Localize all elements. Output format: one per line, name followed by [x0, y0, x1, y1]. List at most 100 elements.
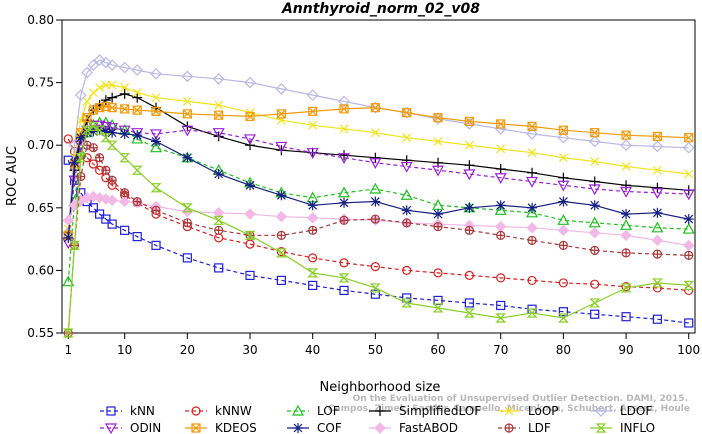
- legend-marker: [191, 423, 201, 433]
- data-point-cof: [213, 168, 224, 179]
- legend-marker: [375, 406, 385, 416]
- data-point-ldof: [275, 83, 288, 95]
- data-point-fastabod: [118, 195, 131, 208]
- series-line-kdeos: [67, 105, 689, 236]
- x-tick-label: 60: [430, 343, 445, 357]
- series-layer: [62, 54, 695, 338]
- legend-marker: [595, 423, 607, 433]
- data-point-cof: [683, 214, 694, 225]
- data-point-knn: [402, 293, 412, 303]
- data-point-kdeos: [558, 125, 568, 135]
- data-point-loop: [496, 144, 506, 154]
- data-point-lof: [651, 221, 664, 233]
- x-tick-label: 1: [64, 343, 72, 357]
- data-point-simplifiedlof: [495, 163, 506, 174]
- data-point-fastabod: [244, 208, 256, 220]
- data-point-kdeos: [308, 106, 318, 116]
- legend-marker: [104, 423, 118, 434]
- data-point-ldf: [95, 153, 105, 163]
- data-point-ldof: [369, 101, 382, 114]
- legend-label: COF: [317, 421, 342, 434]
- data-point-simplifiedlof: [119, 88, 130, 99]
- data-point-odin: [651, 188, 664, 200]
- data-point-loop: [684, 169, 694, 179]
- data-point-kdeos: [339, 104, 349, 114]
- data-point-cof: [401, 205, 412, 216]
- data-point-inflo: [526, 308, 538, 318]
- data-point-fastabod: [557, 224, 570, 237]
- data-point-simplifiedlof: [464, 160, 475, 171]
- series-line-simplifiedlof: [67, 93, 689, 233]
- data-point-ldof: [588, 135, 601, 148]
- data-point-inflo: [119, 153, 131, 163]
- data-point-loop: [101, 80, 111, 90]
- x-tick-label: 40: [305, 343, 320, 357]
- data-point-ldof: [118, 61, 131, 74]
- legend-label: LOF: [317, 404, 340, 418]
- data-point-knn: [95, 209, 105, 219]
- legend-item-odin: ODIN: [100, 421, 161, 434]
- x-tick-label: 70: [493, 343, 508, 357]
- data-point-kdeos: [433, 113, 443, 123]
- data-point-lof: [526, 206, 539, 218]
- data-point-fastabod: [620, 229, 632, 242]
- data-point-simplifiedlof: [621, 180, 632, 191]
- data-point-knn: [245, 270, 255, 281]
- data-point-knn: [339, 285, 349, 296]
- data-point-kdeos: [214, 110, 224, 120]
- data-point-knnw: [496, 273, 506, 283]
- data-point-cof: [370, 196, 381, 207]
- data-point-simplifiedlof: [401, 155, 412, 166]
- data-point-lof: [682, 222, 695, 234]
- legend-item-inflo: INFLO: [590, 421, 655, 434]
- data-point-knn: [276, 275, 286, 286]
- data-point-lof: [338, 186, 351, 198]
- data-point-ldof: [150, 67, 162, 80]
- data-point-inflo: [463, 308, 475, 318]
- x-tick-label: 10: [117, 343, 132, 357]
- legend-item-fastabod: FastABOD: [369, 421, 458, 434]
- data-point-odin: [306, 148, 319, 159]
- data-point-knn: [370, 289, 380, 299]
- series-knn: [63, 155, 694, 328]
- data-point-loop: [182, 96, 192, 106]
- data-point-kdeos: [245, 111, 255, 122]
- data-point-knnw: [63, 134, 73, 144]
- data-point-lof: [494, 204, 507, 215]
- data-point-cof: [339, 197, 350, 208]
- data-point-inflo: [94, 125, 106, 135]
- data-point-knn: [684, 318, 694, 328]
- data-point-kdeos: [82, 113, 92, 123]
- data-point-knn: [120, 225, 130, 235]
- data-point-simplifiedlof: [339, 150, 350, 161]
- legend-label: ODIN: [130, 421, 161, 434]
- data-point-inflo: [100, 133, 112, 143]
- data-point-inflo: [213, 215, 225, 225]
- data-point-knnw: [684, 285, 694, 296]
- data-point-ldof: [557, 131, 570, 144]
- data-point-ldf: [214, 225, 224, 235]
- data-point-knn: [182, 253, 192, 263]
- data-point-lof: [400, 189, 413, 200]
- data-point-kdeos: [621, 130, 631, 140]
- data-point-kdeos: [120, 104, 130, 114]
- data-point-loop: [82, 96, 92, 106]
- data-point-knnw: [308, 253, 318, 263]
- data-point-ldof: [87, 59, 100, 71]
- data-point-kdeos: [496, 119, 506, 129]
- data-point-lof: [557, 214, 570, 225]
- data-point-ldof: [81, 66, 93, 79]
- data-point-ldof: [106, 59, 118, 71]
- data-point-kdeos: [151, 106, 161, 116]
- data-point-inflo: [81, 125, 93, 135]
- data-point-ldf: [308, 225, 318, 235]
- legend-label: LoOP: [528, 404, 559, 418]
- legend-label: LDF: [528, 421, 551, 434]
- legend-label: SimplifiedLOF: [399, 404, 481, 418]
- data-point-lof: [369, 182, 382, 194]
- data-point-fastabod: [589, 227, 601, 239]
- y-tick-label: 0.65: [27, 201, 54, 215]
- legend-item-ldf: LDF: [498, 421, 551, 434]
- data-point-loop: [370, 128, 380, 138]
- legend-marker: [374, 422, 386, 434]
